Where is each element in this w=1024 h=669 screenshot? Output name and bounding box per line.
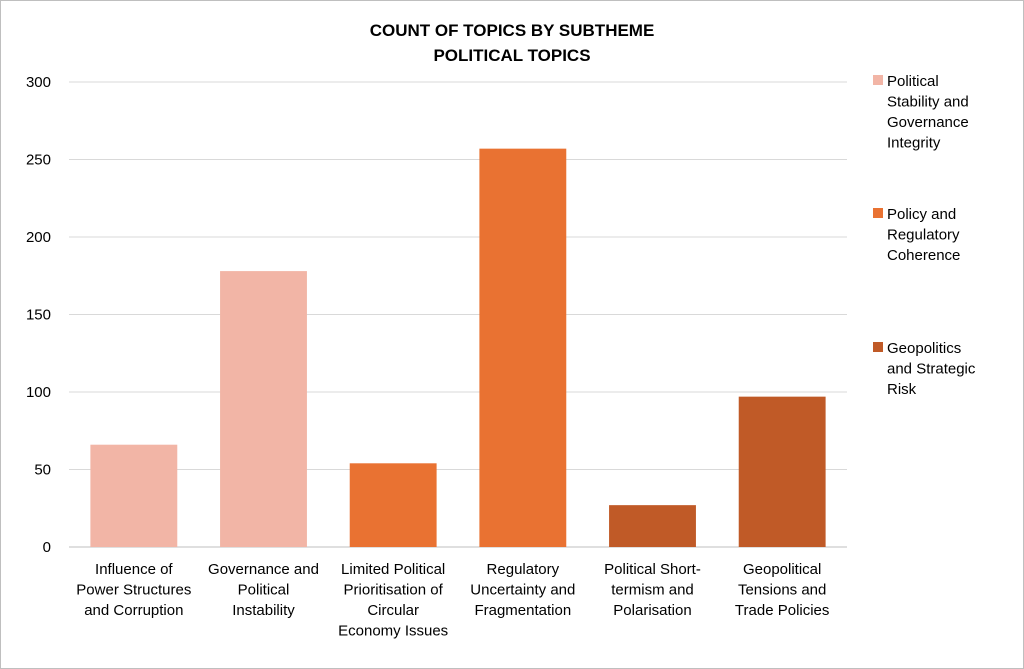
y-tick-label: 300 [26,74,51,91]
gridlines [69,81,847,548]
legend-label: Governance [887,114,969,131]
x-category-label: Trade Policies [735,602,829,619]
bar [479,148,567,547]
x-axis-categories: Influence of Power Structures and Corrupti… [76,561,829,640]
x-category-label: Limited Political [341,561,445,578]
legend-swatch [873,75,883,85]
x-category-label: Polarisation [613,602,691,619]
y-tick-label: 200 [26,229,51,246]
legend-label: Policy and [887,206,956,223]
legend-label: and Strategic [887,361,976,378]
legend-label: Coherence [887,247,960,264]
y-tick-label: 0 [43,539,51,556]
x-category-label: Governance and [208,561,319,578]
x-category-label: Uncertainty and [470,582,575,599]
x-category-label: Economy Issues [338,623,448,640]
x-category-label: Power Structures [76,582,191,599]
x-category-label: Prioritisation of [344,582,444,599]
x-category-label: Political [238,582,290,599]
bars [90,148,826,547]
legend-label: Geopolitics [887,340,961,357]
legend-label: Stability and [887,94,969,111]
y-axis-ticks: 0 50 100 150 200 250 300 [26,74,51,556]
x-category-label: Influence of [95,561,173,578]
legend-label: Risk [887,381,917,398]
y-tick-label: 100 [26,384,51,401]
chart-title: COUNT OF TOPICS BY SUBTHEME [370,21,655,40]
bar [609,505,696,547]
x-category-label: Circular [367,602,419,619]
y-tick-label: 50 [34,462,51,479]
chart-subtitle: POLITICAL TOPICS [433,46,590,65]
x-category-label: termism and [611,582,694,599]
x-category-label: Political Short- [604,561,701,578]
legend-label: Integrity [887,135,941,152]
x-category-label: Tensions and [738,582,826,599]
x-category-label: Geopolitical [743,561,821,578]
legend-swatch [873,208,883,218]
x-category-label: Instability [232,602,295,619]
y-tick-label: 250 [26,152,51,169]
x-category-label: and Corruption [84,602,183,619]
legend-label: Regulatory [887,227,960,244]
y-tick-label: 150 [26,307,51,324]
bar [220,271,307,547]
bar [90,444,178,547]
bar [738,396,826,547]
x-category-label: Fragmentation [474,602,571,619]
legend-label: Political [887,73,939,90]
bar [349,463,437,547]
x-category-label: Regulatory [487,561,560,578]
legend-swatch [873,342,883,352]
legend: Political Stability and Governance Integrit… [873,73,976,398]
